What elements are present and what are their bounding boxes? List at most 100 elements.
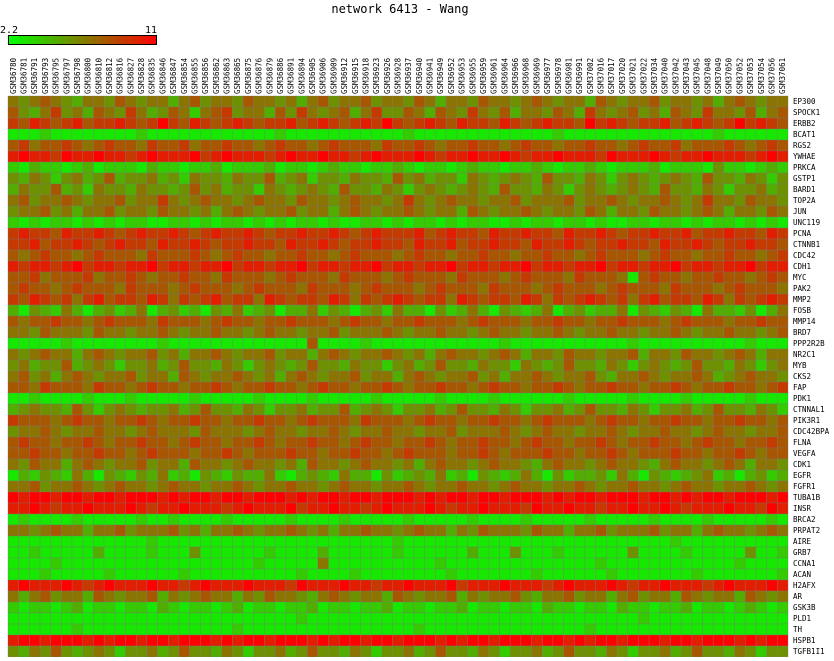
cell bbox=[189, 535, 201, 548]
cell bbox=[670, 447, 682, 460]
cell bbox=[702, 601, 714, 614]
cell bbox=[755, 623, 767, 636]
cell bbox=[488, 194, 500, 207]
cell bbox=[766, 161, 778, 174]
cell bbox=[178, 326, 190, 339]
cell bbox=[328, 139, 340, 152]
cell bbox=[114, 502, 126, 515]
cell bbox=[606, 513, 618, 526]
cell bbox=[734, 645, 746, 658]
cell bbox=[509, 370, 522, 383]
cell bbox=[584, 447, 596, 460]
cell bbox=[178, 425, 190, 438]
cell bbox=[584, 513, 596, 526]
cell bbox=[189, 590, 201, 603]
cell bbox=[93, 271, 105, 284]
cell bbox=[467, 414, 479, 427]
cell bbox=[39, 546, 52, 559]
cell bbox=[167, 491, 180, 504]
cell bbox=[167, 414, 180, 427]
cell bbox=[178, 403, 190, 416]
cell bbox=[488, 458, 500, 471]
cell bbox=[445, 304, 458, 317]
cell bbox=[595, 315, 607, 328]
cell bbox=[702, 326, 714, 339]
cell bbox=[509, 205, 522, 218]
cell bbox=[616, 458, 629, 471]
cell bbox=[723, 436, 735, 449]
cell bbox=[71, 249, 84, 262]
cell bbox=[552, 535, 564, 548]
cell bbox=[167, 172, 180, 185]
cell bbox=[627, 392, 639, 405]
cell bbox=[595, 271, 607, 284]
cell bbox=[71, 271, 84, 284]
cell bbox=[274, 161, 287, 174]
cell bbox=[18, 392, 30, 405]
cell bbox=[125, 117, 137, 130]
cell bbox=[232, 337, 244, 350]
cell bbox=[403, 326, 415, 339]
cell bbox=[242, 106, 255, 119]
cell bbox=[221, 513, 233, 526]
cell bbox=[200, 579, 212, 592]
cell bbox=[50, 568, 62, 581]
cell bbox=[488, 315, 500, 328]
row-label: BRCA2 bbox=[793, 515, 816, 524]
cell bbox=[50, 315, 62, 328]
cell bbox=[61, 535, 73, 548]
cell bbox=[659, 568, 671, 581]
cell bbox=[584, 128, 596, 141]
cell bbox=[552, 205, 564, 218]
cell bbox=[296, 150, 308, 163]
cell bbox=[264, 612, 276, 625]
cell bbox=[606, 282, 618, 295]
cell bbox=[456, 293, 468, 306]
cell bbox=[552, 381, 564, 394]
cell bbox=[744, 183, 757, 196]
cell bbox=[39, 304, 52, 317]
cell bbox=[766, 381, 778, 394]
cell bbox=[702, 205, 714, 218]
cell bbox=[648, 579, 661, 592]
cell bbox=[563, 172, 575, 185]
cell bbox=[552, 612, 564, 625]
cell bbox=[488, 106, 500, 119]
cell bbox=[403, 392, 415, 405]
cell bbox=[114, 601, 126, 614]
cell bbox=[306, 128, 319, 141]
cell bbox=[648, 601, 661, 614]
cell bbox=[723, 249, 735, 262]
cell bbox=[50, 601, 62, 614]
cell bbox=[648, 205, 661, 218]
cell bbox=[221, 359, 233, 372]
cell bbox=[296, 282, 308, 295]
cell bbox=[413, 282, 426, 295]
cell bbox=[242, 359, 255, 372]
cell bbox=[552, 172, 564, 185]
cell bbox=[627, 601, 639, 614]
cell bbox=[456, 249, 468, 262]
cell bbox=[691, 172, 703, 185]
cell bbox=[413, 150, 426, 163]
cell bbox=[103, 480, 116, 493]
cell bbox=[648, 271, 661, 284]
cell bbox=[167, 623, 180, 636]
cell bbox=[18, 238, 30, 251]
cell bbox=[712, 590, 725, 603]
cell bbox=[627, 348, 639, 361]
cell bbox=[755, 381, 767, 394]
cell bbox=[296, 95, 308, 108]
cell bbox=[306, 414, 319, 427]
cell bbox=[509, 337, 522, 350]
cell bbox=[467, 150, 479, 163]
cell bbox=[403, 458, 415, 471]
cell bbox=[381, 205, 393, 218]
cell bbox=[777, 458, 789, 471]
cell bbox=[338, 590, 351, 603]
cell bbox=[29, 161, 41, 174]
cell bbox=[253, 194, 265, 207]
cell bbox=[221, 524, 233, 537]
cell bbox=[509, 238, 522, 251]
cell bbox=[435, 348, 447, 361]
